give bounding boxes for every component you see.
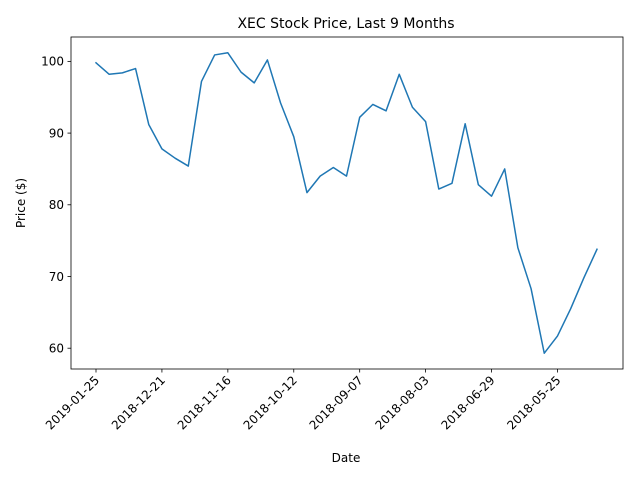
- x-tick-label: 2018-09-07: [307, 373, 366, 432]
- price-line: [94, 52, 598, 354]
- plot-frame: [70, 36, 624, 370]
- y-tick-label: 70: [49, 270, 64, 284]
- y-tick-label: 90: [49, 126, 64, 140]
- y-tick-label: 60: [49, 342, 64, 356]
- x-tick-label: 2018-12-21: [109, 373, 168, 432]
- x-tick-label: 2018-10-12: [241, 373, 300, 432]
- x-tick-label: 2018-05-25: [504, 373, 563, 432]
- x-tick-label: 2018-06-29: [438, 373, 497, 432]
- x-tick-label: 2019-01-25: [43, 373, 102, 432]
- y-tick-label: 100: [41, 55, 64, 69]
- y-axis-title: Price ($): [14, 178, 28, 228]
- y-axis: 60 70 80 90 100: [41, 55, 71, 356]
- y-tick-label: 80: [49, 198, 64, 212]
- chart-title: XEC Stock Price, Last 9 Months: [237, 16, 454, 32]
- x-axis-title: Date: [332, 451, 361, 465]
- x-tick-label: 2018-08-03: [373, 373, 432, 432]
- x-tick-label: 2018-11-16: [175, 373, 234, 432]
- x-axis: 2019-01-25 2018-12-21 2018-11-16 2018-10-12…: [43, 369, 564, 432]
- plot-area: [71, 37, 623, 369]
